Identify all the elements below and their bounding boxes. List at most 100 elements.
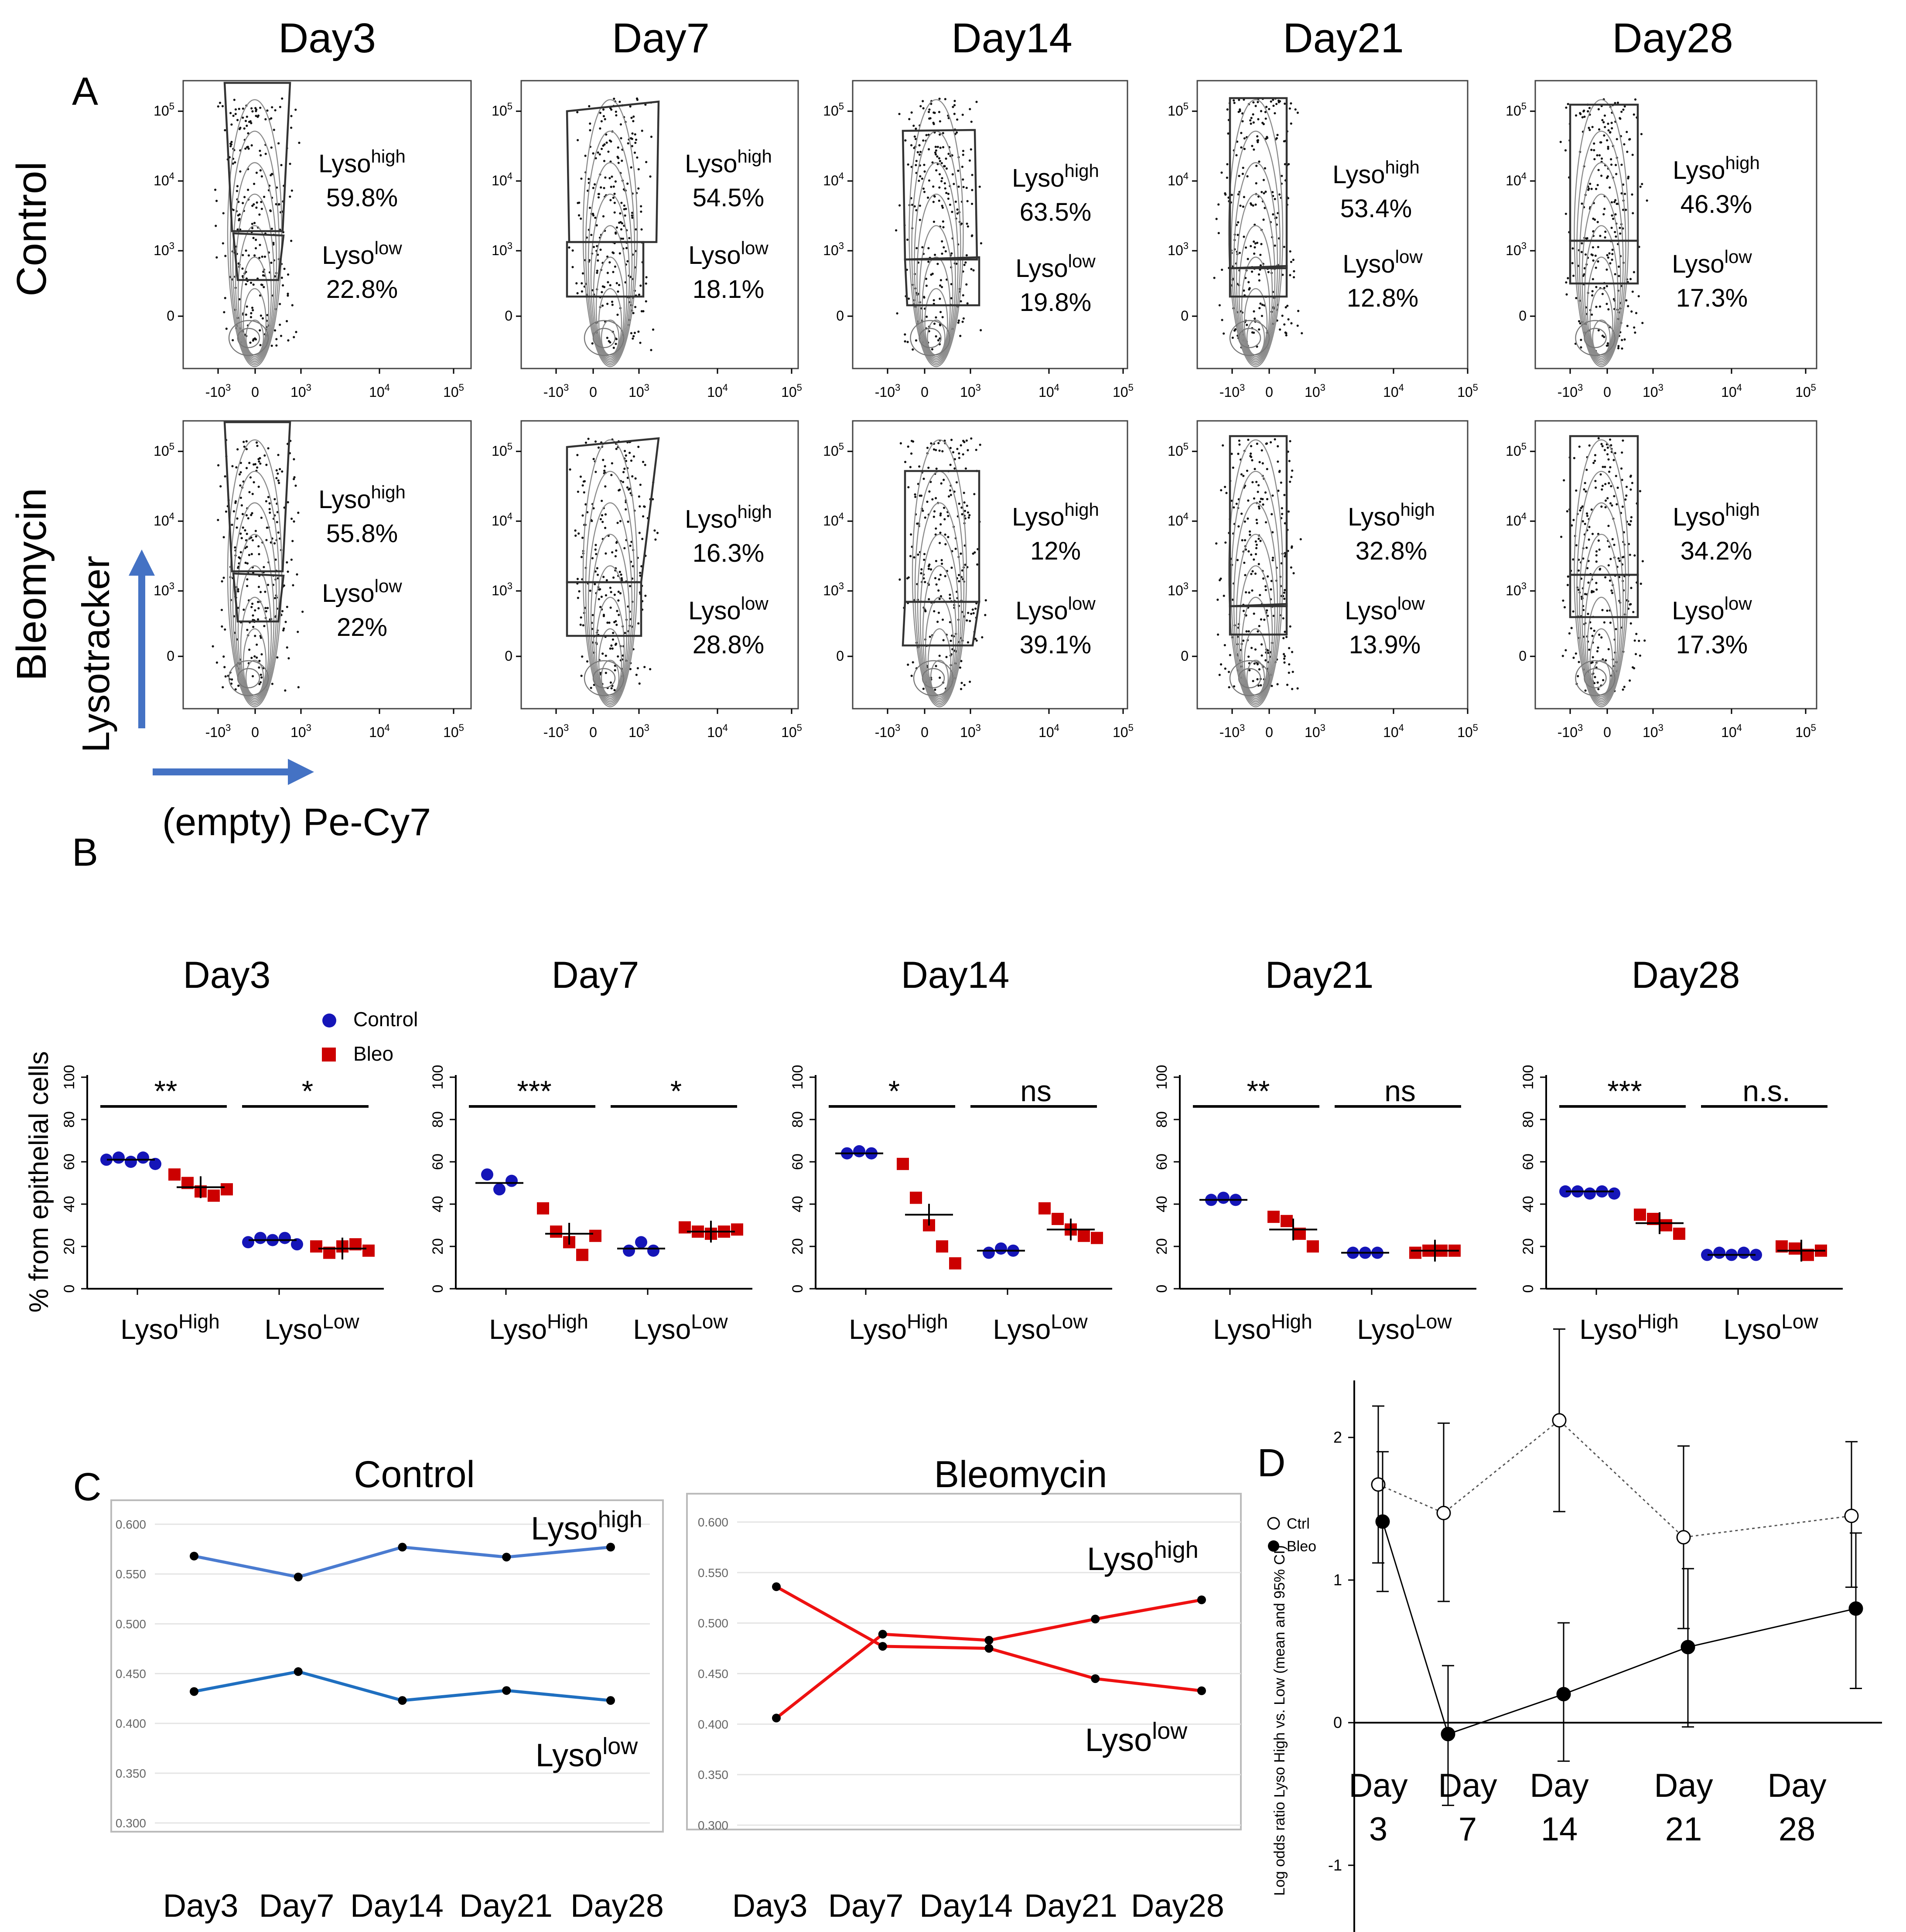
flow-event-dot — [1216, 598, 1219, 601]
flow-event-dot — [1257, 273, 1260, 276]
flow-event-dot — [922, 478, 925, 480]
flow-event-dot — [1275, 102, 1278, 106]
flow-event-dot — [1621, 478, 1623, 481]
bleo-dot — [310, 1240, 322, 1253]
flow-event-dot — [1264, 117, 1267, 120]
flow-event-dot — [1257, 491, 1259, 493]
flow-event-dot — [653, 529, 656, 532]
x-tick-exp: 3 — [306, 722, 311, 733]
y-tick-base: 0 — [167, 308, 174, 324]
flow-event-dot — [270, 117, 273, 119]
flow-event-dot — [1588, 187, 1590, 190]
flow-event-dot — [620, 573, 622, 576]
flow-contour — [232, 502, 277, 704]
significance-label: ** — [1247, 1075, 1270, 1108]
flow-event-dot — [971, 174, 973, 176]
flow-event-dot — [919, 175, 922, 177]
flow-event-dot — [966, 200, 969, 202]
flow-event-dot — [1593, 218, 1596, 221]
significance-label: n.s. — [1742, 1075, 1790, 1108]
flow-event-dot — [1599, 473, 1602, 476]
flow-event-dot — [1251, 145, 1254, 147]
flow-event-dot — [270, 146, 273, 149]
flow-event-dot — [590, 234, 593, 236]
flow-event-dot — [605, 672, 607, 674]
flow-event-dot — [1582, 609, 1585, 611]
y-tick-label: 103 — [823, 240, 844, 258]
flow-event-dot — [1252, 113, 1254, 116]
flow-event-dot — [1602, 213, 1605, 215]
flow-event-dot — [931, 161, 934, 164]
flow-event-dot — [588, 206, 591, 209]
flow-event-dot — [1608, 471, 1611, 473]
y-tick-exp: 3 — [1183, 240, 1189, 251]
flow-event-dot — [1223, 644, 1226, 646]
flow-event-dot — [1592, 278, 1594, 280]
bleo-dot — [168, 1168, 181, 1181]
flow-event-dot — [1564, 212, 1567, 215]
flow-event-dot — [630, 459, 633, 462]
flow-event-dot — [222, 686, 224, 689]
flow-event-dot — [935, 149, 938, 152]
y-tick-label: 80 — [61, 1111, 78, 1128]
flow-event-dot — [1247, 550, 1250, 553]
flow-event-dot — [641, 130, 643, 132]
bleo-dot — [1091, 1232, 1103, 1244]
gate-lyso-low — [1229, 265, 1288, 298]
flow-event-dot — [940, 482, 943, 485]
gate-label-low: Lysolow — [1672, 246, 1752, 278]
x-tick-base: 10 — [1383, 384, 1399, 400]
flow-event-dot — [259, 329, 261, 332]
flow-event-dot — [256, 643, 258, 646]
flow-contour — [592, 668, 616, 689]
flow-event-dot — [967, 516, 970, 519]
x-tick-label: 105 — [443, 722, 464, 740]
y-tick-label: 100 — [430, 1065, 446, 1090]
flow-event-dot — [233, 99, 236, 101]
flow-event-dot — [945, 655, 948, 659]
flow-event-dot — [1232, 466, 1234, 469]
flow-event-dot — [609, 199, 612, 201]
flow-event-dot — [1275, 137, 1278, 140]
flow-event-dot — [1618, 275, 1620, 277]
flow-event-dot — [252, 675, 254, 678]
flow-contour — [592, 328, 616, 348]
flow-event-dot — [239, 496, 242, 499]
flow-event-dot — [624, 214, 626, 217]
flow-event-dot — [604, 118, 606, 120]
flow-event-dot — [1588, 526, 1591, 528]
flow-event-dot — [920, 572, 922, 575]
category-sup: High — [1637, 1310, 1679, 1333]
flow-event-dot — [277, 577, 279, 580]
flow-event-dot — [896, 312, 898, 315]
flow-contour — [1238, 668, 1261, 689]
control-dot — [279, 1232, 291, 1244]
flow-event-dot — [1290, 260, 1292, 263]
flow-contour — [243, 288, 267, 357]
flow-event-dot — [957, 573, 960, 577]
flow-event-dot — [939, 337, 941, 340]
flow-event-dot — [259, 462, 262, 465]
flow-event-dot — [597, 196, 600, 199]
category-base: Lyso — [1213, 1314, 1271, 1345]
flow-event-dot — [270, 227, 273, 230]
y-tick-base: 10 — [1506, 173, 1521, 188]
flow-event-dot — [645, 300, 647, 303]
flow-event-dot — [941, 253, 943, 255]
flow-event-dot — [604, 485, 607, 488]
flow-event-dot — [609, 284, 611, 287]
flow-event-dot — [627, 488, 630, 491]
x-tick-exp: 4 — [1399, 382, 1404, 393]
flow-event-dot — [1218, 579, 1221, 581]
gate-label-high-base: Lyso — [1332, 160, 1385, 189]
flow-event-dot — [966, 619, 968, 622]
flow-event-dot — [1633, 271, 1636, 273]
gate-label-high-sup: high — [1064, 160, 1099, 181]
y-tick-label: 0 — [505, 648, 512, 664]
flow-event-dot — [219, 485, 222, 488]
gate-pct-low: 17.3% — [1676, 631, 1748, 659]
flow-event-dot — [619, 123, 622, 126]
flow-event-dot — [623, 450, 626, 452]
